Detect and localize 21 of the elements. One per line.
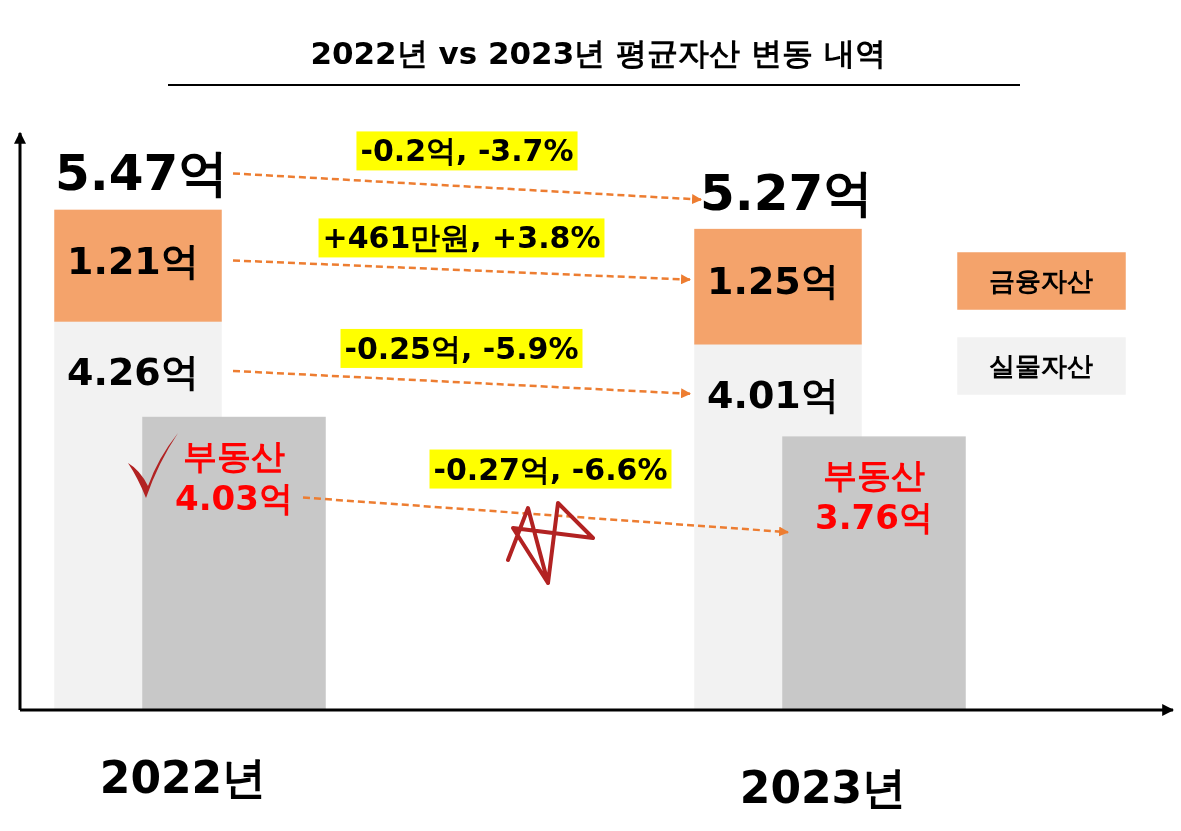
x-tick-label: 2022년 bbox=[99, 752, 267, 803]
data-label: 3.76억 bbox=[815, 497, 933, 538]
annotation: +461만원, +3.8% bbox=[322, 220, 601, 256]
data-label: 1.25억 bbox=[707, 258, 839, 303]
data-label: 4.03억 bbox=[175, 477, 293, 518]
data-label: 4.26억 bbox=[67, 349, 199, 394]
total-label: 5.27억 bbox=[700, 163, 874, 222]
data-label: 1.21억 bbox=[67, 239, 199, 284]
text: -0.2억, -3.7% bbox=[360, 133, 574, 169]
bar bbox=[694, 228, 862, 345]
total-label: 5.47억 bbox=[55, 144, 229, 203]
text: 금융자산 bbox=[989, 266, 1093, 296]
bar bbox=[54, 209, 222, 322]
text: 실물자산 bbox=[989, 351, 1093, 381]
annotation: -0.25억, -5.9% bbox=[344, 330, 579, 366]
text: 부동산 bbox=[823, 455, 925, 496]
series-label: 부동산 bbox=[183, 435, 285, 476]
annotation: -0.27억, -6.6% bbox=[433, 451, 668, 487]
chart-title: 2022년 vs 2023년 평균자산 변동 내역 bbox=[310, 35, 886, 71]
x-tick-label: 2023년 bbox=[739, 762, 907, 813]
data-label: 4.01억 bbox=[707, 372, 839, 417]
